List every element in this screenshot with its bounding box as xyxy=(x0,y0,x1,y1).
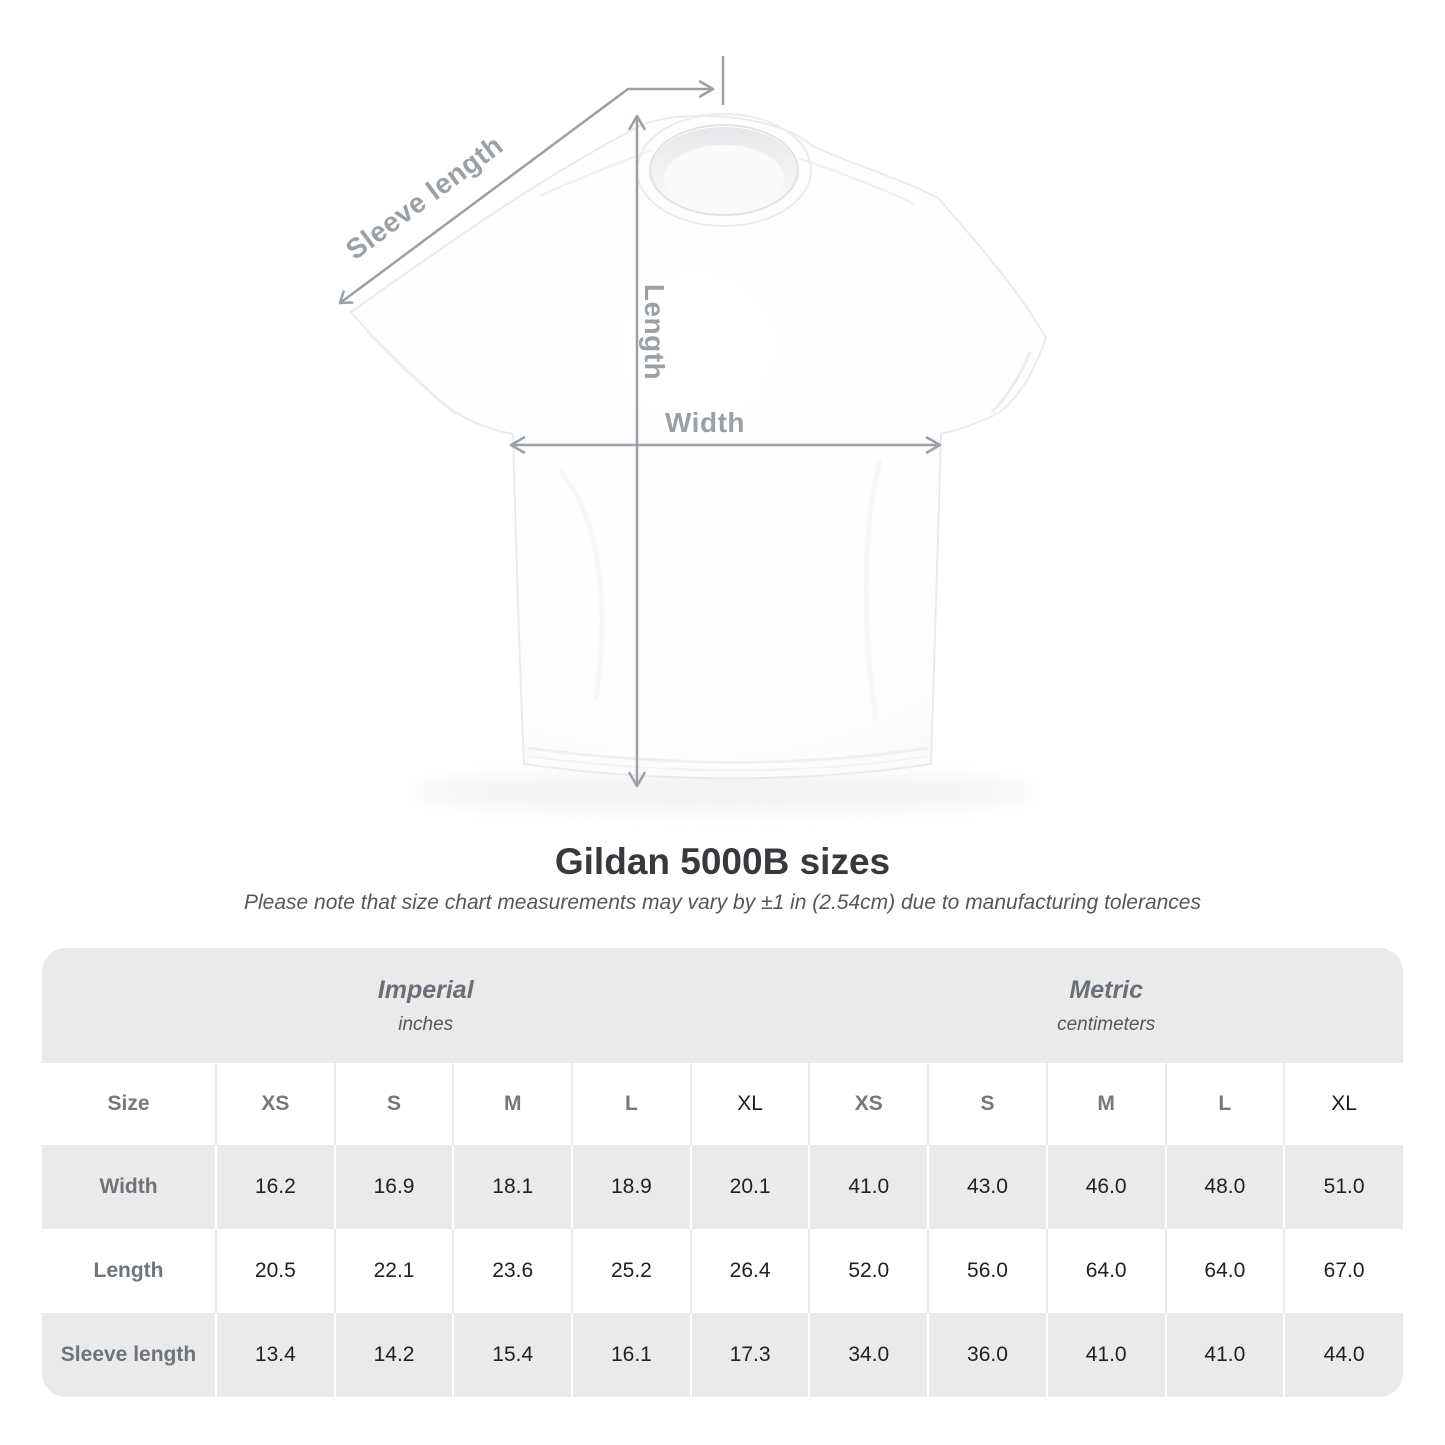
cell-length-metric-xs: 52.0 xyxy=(808,1229,929,1313)
measurement-row-width: Width 16.2 16.9 18.1 18.9 20.1 41.0 43.0 46.0 48.… xyxy=(42,1145,1403,1229)
collar xyxy=(636,113,812,227)
size-col-s-metric: S xyxy=(927,1063,1047,1145)
tshirt-shadow xyxy=(414,772,1034,812)
cell-sleeve-length-imperial-m: 15.4 xyxy=(452,1313,573,1397)
size-header: Size xyxy=(42,1063,216,1145)
metric-group-header: Metric centimeters xyxy=(809,948,1403,1063)
length-label: Length xyxy=(639,284,670,380)
row-label-width: Width xyxy=(42,1145,216,1229)
page-title: Gildan 5000B sizes xyxy=(554,841,891,882)
cell-width-imperial-xs: 16.2 xyxy=(215,1145,335,1229)
sleeve-length-arrow-line xyxy=(338,87,715,305)
tshirt-measurement-diagram: Sleeve length Length Width xyxy=(338,55,1047,812)
metric-unit: centimeters xyxy=(1057,1013,1156,1035)
cell-sleeve-length-metric-m: 41.0 xyxy=(1045,1313,1166,1397)
size-header-row: Size XS S M L XL XS S M L XL xyxy=(42,1063,1403,1145)
metric-label: Metric xyxy=(1069,975,1144,1004)
cell-width-metric-s: 43.0 xyxy=(927,1145,1047,1229)
cell-sleeve-length-metric-xs: 34.0 xyxy=(808,1313,929,1397)
cell-width-metric-m: 46.0 xyxy=(1045,1145,1166,1229)
size-col-xl-metric: XL xyxy=(1283,1063,1403,1145)
cell-width-imperial-m: 18.1 xyxy=(452,1145,573,1229)
measurement-row-length: Length 20.5 22.1 23.6 25.2 26.4 52.0 56.0 64.0 64… xyxy=(42,1229,1403,1313)
cell-sleeve-length-imperial-s: 14.2 xyxy=(333,1313,454,1397)
cell-sleeve-length-metric-s: 36.0 xyxy=(927,1313,1047,1397)
sleeve-length-arrowhead-end xyxy=(698,80,715,98)
tshirt-seams xyxy=(366,149,1032,772)
measurement-row-sleeve-length: Sleeve length 13.4 14.2 15.4 16.1 17.3 34.0 36.… xyxy=(42,1313,1403,1397)
cell-sleeve-length-metric-xl: 44.0 xyxy=(1283,1313,1403,1397)
cell-sleeve-length-imperial-xs: 13.4 xyxy=(215,1313,335,1397)
size-col-m-metric: M xyxy=(1045,1063,1166,1145)
cell-length-metric-xl: 67.0 xyxy=(1283,1229,1403,1313)
length-arrowhead-top xyxy=(628,114,646,131)
cell-width-imperial-l: 18.9 xyxy=(571,1145,691,1229)
tshirt-graphic xyxy=(350,114,1047,780)
size-col-xs-metric: XS xyxy=(808,1063,929,1145)
cell-length-metric-l: 64.0 xyxy=(1164,1229,1285,1313)
imperial-label: Imperial xyxy=(377,975,474,1004)
cell-length-imperial-s: 22.1 xyxy=(333,1229,454,1313)
tshirt-diagram-svg: Sleeve length Length Width xyxy=(338,55,1047,812)
width-label: Width xyxy=(665,407,745,438)
size-col-l-metric: L xyxy=(1164,1063,1285,1145)
cell-length-imperial-xl: 26.4 xyxy=(689,1229,810,1313)
length-arrowhead-bottom xyxy=(628,771,646,788)
cell-sleeve-length-metric-l: 41.0 xyxy=(1164,1313,1285,1397)
cell-width-metric-xs: 41.0 xyxy=(808,1145,929,1229)
cell-length-metric-s: 56.0 xyxy=(927,1229,1047,1313)
cell-length-imperial-l: 25.2 xyxy=(571,1229,691,1313)
size-col-l-imperial: L xyxy=(571,1063,691,1145)
size-col-s-imperial: S xyxy=(333,1063,454,1145)
imperial-group-header: Imperial inches xyxy=(42,948,810,1063)
imperial-unit: inches xyxy=(398,1013,454,1035)
unit-group-row: Imperial inches Metric centimeters xyxy=(42,948,1403,1063)
size-col-m-imperial: M xyxy=(452,1063,573,1145)
sleeve-length-arrowhead-start xyxy=(338,290,354,305)
measurement-annotations xyxy=(338,55,942,788)
cell-length-imperial-m: 23.6 xyxy=(452,1229,573,1313)
width-arrowhead-right xyxy=(925,436,942,454)
cell-width-metric-xl: 51.0 xyxy=(1283,1145,1403,1229)
row-label-sleeve-length: Sleeve length xyxy=(42,1313,216,1397)
size-col-xs-imperial: XS xyxy=(215,1063,335,1145)
size-col-xl-imperial: XL xyxy=(689,1063,810,1145)
width-arrowhead-left xyxy=(509,436,526,454)
cell-sleeve-length-imperial-xl: 17.3 xyxy=(689,1313,810,1397)
cell-length-imperial-xs: 20.5 xyxy=(215,1229,335,1313)
page-subtitle: Please note that size chart measurements… xyxy=(244,891,1201,914)
cell-sleeve-length-imperial-l: 16.1 xyxy=(571,1313,691,1397)
row-label-length: Length xyxy=(42,1229,216,1313)
cell-length-metric-m: 64.0 xyxy=(1045,1229,1166,1313)
size-table: Imperial inches Metric centimeters Size … xyxy=(42,948,1403,1397)
cell-width-metric-l: 48.0 xyxy=(1164,1145,1285,1229)
cell-width-imperial-s: 16.9 xyxy=(333,1145,454,1229)
size-table-grid: Imperial inches Metric centimeters Size … xyxy=(42,948,1403,1397)
cell-width-imperial-xl: 20.1 xyxy=(689,1145,810,1229)
